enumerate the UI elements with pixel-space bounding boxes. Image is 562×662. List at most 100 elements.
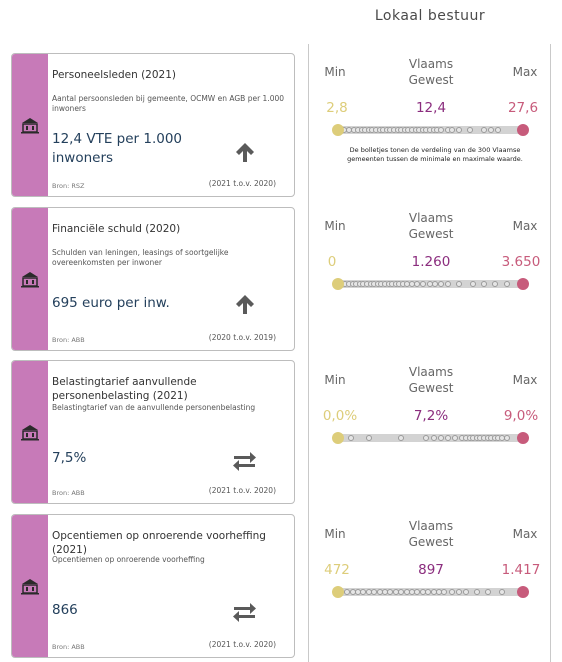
distribution-track [337,588,523,596]
gewest-value: 7,2% [413,408,449,424]
max-marker [517,124,529,136]
distribution-dot [488,127,494,133]
distribution-dot [438,281,444,287]
min-value: 2,8 [326,100,348,116]
distribution-dot [474,589,480,595]
card-description: Belastingtarief van de aanvullende perso… [52,403,256,412]
distribution-dot [432,281,438,287]
max-value: 9,0% [503,408,539,424]
card-source: Bron: RSZ [52,182,85,190]
distribution-dot [495,127,501,133]
min-marker [332,586,344,598]
card-description: Opcentiemen op onroerende voorheffing [52,555,205,564]
arrow-up-icon [236,295,254,314]
card-title: Personeelsleden (2021) [52,69,177,81]
city-hall-icon [21,425,39,441]
distribution-dot [420,281,426,287]
card-description: Aantal persoonsleden bij gemeente, OCMW … [52,94,285,113]
min-value: 0 [327,254,337,270]
divider-right [550,44,551,662]
gewest-label: Vlaams Gewest [408,57,454,87]
city-hall-icon [21,579,39,595]
distribution-dot [499,589,505,595]
card-financiele-schuld: Financiële schuld (2020) Schulden van le… [11,207,295,351]
distribution-dot [456,127,462,133]
distribution-dot [445,281,451,287]
card-belastingtarief: Belastingtarief aanvullende personenbela… [11,360,295,504]
card-period: (2021 t.o.v. 2020) [208,179,276,188]
distribution-dot [449,589,455,595]
distribution-dot [371,589,377,595]
max-value: 1.417 [501,562,541,578]
card-value: 866 [52,602,78,618]
card-strip [12,515,48,657]
card-value: 695 euro per inw. [52,295,170,311]
card-personeelsleden: Personeelsleden (2021) Aantal persoonsle… [11,53,295,197]
distribution-dot [467,127,473,133]
card-strip [12,54,48,196]
arrows-exchange-icon [233,452,256,471]
gewest-label: Vlaams Gewest [408,365,454,395]
distribution-dot [441,589,447,595]
distribution-dot [366,435,372,441]
distribution-dot [360,589,366,595]
distribution-dot [452,435,458,441]
arrows-exchange-icon [233,603,256,622]
distribution-dot [485,589,491,595]
distribution-dot [398,435,404,441]
distribution-dot [456,589,462,595]
distribution-dot [438,435,444,441]
city-hall-icon [21,118,39,134]
min-label: Min [324,527,346,541]
stat-belastingtarief: Min Vlaams Gewest Max 0,0% 7,2% 9,0% [312,364,550,504]
min-marker [332,278,344,290]
gewest-label: Vlaams Gewest [408,211,454,241]
card-title: Belastingtarief aanvullende personenbela… [52,376,197,402]
card-source: Bron: ABB [52,643,85,651]
gewest-value: 897 [418,562,444,578]
distribution-track [337,126,523,134]
min-label: Min [324,219,346,233]
card-value: 7,5% [52,450,87,466]
max-value: 3.650 [501,254,541,270]
card-opcentiemen: Opcentiemen op onroerende voorheffing (2… [11,514,295,658]
max-label: Max [512,219,538,233]
max-marker [517,278,529,290]
max-label: Max [512,65,538,79]
min-value: 0,0% [322,408,358,424]
card-source: Bron: ABB [52,489,85,497]
gewest-label: Vlaams Gewest [408,519,454,549]
distribution-dot [449,127,455,133]
distribution-dot [414,589,420,595]
card-title: Financiële schuld (2020) [52,223,181,235]
card-description: Schulden van leningen, leasings of soort… [52,248,229,267]
distribution-dot [463,589,469,595]
section-title: Lokaal bestuur [374,8,486,24]
city-hall-icon [21,272,39,288]
distribution-dot [344,589,350,595]
distribution-track [337,434,523,442]
min-label: Min [324,373,346,387]
min-marker [332,432,344,444]
distribution-dot [481,127,487,133]
card-period: (2021 t.o.v. 2020) [208,486,276,495]
distribution-track [337,280,523,288]
distribution-dot [431,435,437,441]
distribution-dot [398,589,404,595]
max-marker [517,432,529,444]
card-period: (2020 t.o.v. 2019) [208,333,276,342]
distribution-dot [423,435,429,441]
stat-financiele-schuld: Min Vlaams Gewest Max 0 1.260 3.650 [312,210,550,350]
max-value: 27,6 [507,100,539,116]
gewest-value: 12,4 [415,100,447,116]
distribution-dot [470,281,476,287]
distribution-dot [492,281,498,287]
card-period: (2021 t.o.v. 2020) [208,640,276,649]
max-label: Max [512,527,538,541]
card-strip [12,208,48,350]
max-marker [517,586,529,598]
divider-left [308,44,309,662]
distribution-dot [387,589,393,595]
min-value: 472 [324,562,350,578]
